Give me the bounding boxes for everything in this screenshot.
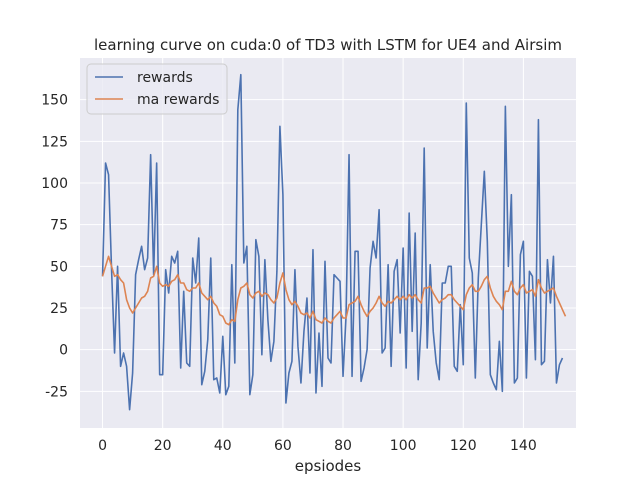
series-line-rewards [101,73,564,411]
x-tick-label: 140 [510,438,537,454]
y-tick-label: 25 [50,301,68,317]
y-tick-label: 75 [50,218,68,234]
x-axis-title: epsiodes [295,457,362,475]
y-tick-label: 100 [41,176,68,192]
y-tick-label: 150 [41,93,68,109]
x-tick-label: 80 [334,438,352,454]
y-tick-label: 0 [59,343,68,359]
y-tick-labels: -25 0 25 50 75 100 125 150 [41,93,68,401]
series-layer [101,73,567,411]
y-tick-label: 50 [50,259,68,275]
x-tick-labels: 0 20 40 60 80 100 120 140 [98,438,537,454]
legend: rewards ma rewards [86,63,228,115]
series-line-ma-rewards [101,255,567,326]
x-tick-label: 40 [214,438,232,454]
chart-title: learning curve on cuda:0 of TD3 with LST… [94,36,562,54]
x-tick-label: 60 [274,438,292,454]
legend-label-ma-rewards: ma rewards [137,92,219,108]
x-tick-label: 0 [98,438,107,454]
y-tick-label: 125 [41,134,68,150]
x-tick-label: 120 [450,438,477,454]
y-tick-label: -25 [45,384,68,400]
legend-label-rewards: rewards [137,70,193,86]
x-tick-label: 100 [390,438,417,454]
x-gridlines [102,58,524,428]
x-tick-label: 20 [154,438,172,454]
